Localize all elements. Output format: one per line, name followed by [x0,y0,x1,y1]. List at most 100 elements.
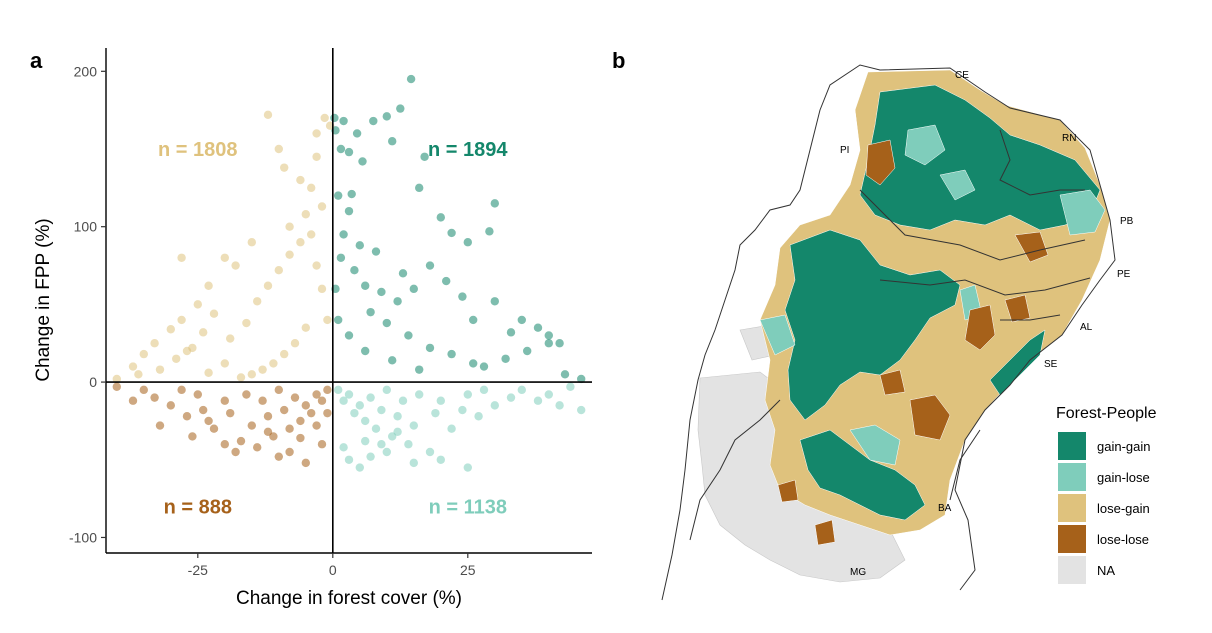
gain-lose-region-2 [1059,189,1106,236]
map-panel: b [612,48,1157,601]
scatter-point-lose-gain [172,354,181,363]
scatter-point-gain-gain [382,318,391,328]
lose-lose-region-3 [909,394,951,441]
legend-label-lose-gain: lose-gain [1097,501,1150,516]
scatter-point-lose-gain [182,346,192,356]
scatter-point-lose-gain [312,261,321,270]
y-axis-ticks: -100 0 100 200 [69,63,106,545]
scatter-point-gain-gain [361,281,370,290]
scatter-point-gain-gain [533,323,543,332]
scatter-point-gain-lose [371,424,381,433]
scatter-point-lose-lose [317,396,327,405]
scatter-point-gain-lose [436,455,445,464]
pi-empty-area [822,108,860,195]
scatter-point-gain-lose [409,421,418,430]
state-label-se: SE [1044,359,1058,370]
scatter-point-gain-gain [369,116,378,126]
scatter-point-gain-lose [463,390,472,399]
scatter-point-lose-gain [317,284,327,294]
gain-gain-region-central [784,229,961,421]
scatter-point-lose-gain [307,183,316,193]
scatter-point-lose-gain [112,374,122,384]
scatter-point-lose-lose [296,416,305,426]
scatter-point-lose-gain [247,370,256,379]
scatter-point-lose-lose [177,385,186,395]
scatter-point-lose-lose [193,390,202,399]
scatter-point-gain-gain [336,144,346,154]
scatter-point-lose-lose [312,390,321,399]
state-boundaries [661,64,1116,601]
scatter-point-gain-lose [350,408,359,418]
scatter-point-gain-lose [344,390,354,399]
scatter-point-lose-lose [204,416,213,426]
scatter-point-gain-gain [415,183,424,193]
scatter-point-lose-lose [263,412,273,421]
scatter-point-lose-lose [280,405,289,415]
scatter-point-gain-gain [393,297,402,306]
x-tick-label: 25 [460,562,476,578]
scatter-point-lose-gain [253,297,262,306]
scatter-point-lose-lose [166,401,175,410]
scatter-point-gain-gain [469,359,478,368]
scatter-point-gain-lose [490,401,499,410]
scatter-point-gain-gain [336,253,346,262]
scatter-point-lose-lose [247,421,256,430]
scatter-point-lose-gain [226,334,235,343]
scatter-point-lose-lose [155,421,165,430]
gain-lose-region-3 [849,424,901,466]
scatter-point-gain-gain [544,339,553,348]
scatter-point-gain-lose [382,447,391,457]
scatter-point-lose-gain [274,144,283,154]
scatter-point-gain-gain [388,356,397,365]
scatter-point-lose-lose [274,452,283,461]
scatter-point-lose-gain [209,309,219,318]
scatter-point-lose-lose [323,385,332,395]
scatter-point-gain-gain [344,147,354,157]
scatter-point-gain-gain [355,241,364,250]
scatter-point-lose-gain [320,113,329,123]
scatter-point-lose-lose [296,433,305,443]
scatter-point-lose-lose [150,393,159,402]
scatter-point-lose-gain [236,373,246,382]
scatter-point-gain-lose [436,396,445,405]
scatter-point-gain-lose [533,396,543,405]
internal-boundary-1 [859,189,1086,261]
scatter-point-lose-gain [177,315,186,325]
scatter-point-gain-lose [463,463,472,472]
scatter-point-gain-gain [544,331,553,340]
scatter-point-gain-lose [474,412,483,421]
scatter-point-gain-lose [415,390,424,399]
scatter-point-gain-lose [339,396,348,405]
scatter-point-lose-gain [312,152,321,161]
quadrant-count-lose-gain: n = 1808 [158,139,238,161]
scatter-point-lose-lose [301,401,310,410]
scatter-point-gain-gain [371,247,381,256]
quadrant-count-labels: n = 1808 n = 1894 n = 888 n = 1138 [158,139,508,518]
scatter-point-lose-gain [280,163,289,172]
scatter-point-lose-lose [128,396,138,405]
scatter-point-gain-gain [577,374,586,384]
scatter-point-gain-gain [485,227,494,236]
panel-label-b: b [612,48,625,73]
scatter-point-lose-lose [323,408,332,418]
scatter-point-gain-lose [355,401,364,410]
scatter-point-lose-lose [290,393,300,402]
scatter-point-lose-lose [263,427,273,436]
scatter-point-gain-gain [506,328,516,337]
y-tick-label: -100 [69,529,97,545]
scatter-point-gain-gain [469,315,478,325]
scatter-point-gain-gain [479,362,489,371]
scatter-point-gain-gain [490,199,499,208]
scatter-point-gain-gain [377,287,386,297]
x-axis-title: Change in forest cover (%) [236,588,462,609]
legend-swatch-na [1058,556,1086,584]
scatter-point-lose-lose [236,436,246,446]
scatter-point-lose-gain [296,238,305,247]
scatter-point-gain-gain [334,315,343,325]
scatter-point-gain-gain [330,113,339,123]
scatter-point-gain-lose [544,390,553,399]
scatter-point-lose-lose [112,382,122,391]
scatter-point-lose-gain [204,368,213,377]
lose-lose-region-7 [879,369,906,396]
scatter-point-gain-gain [350,266,359,275]
